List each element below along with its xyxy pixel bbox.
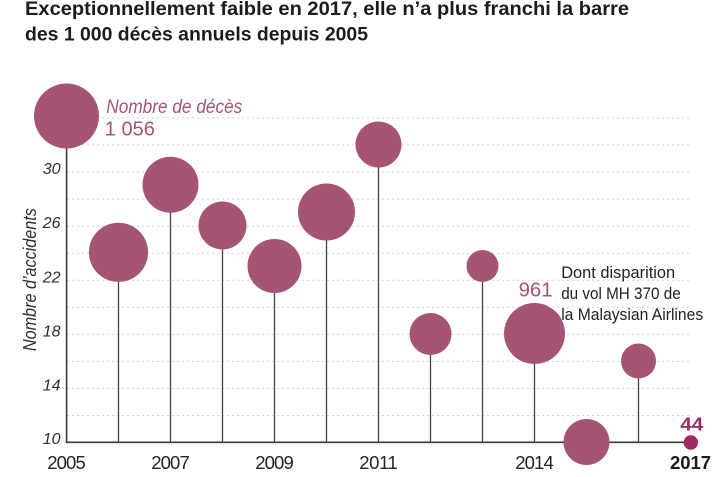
svg-text:2011: 2011 (359, 452, 398, 473)
svg-text:44: 44 (680, 414, 704, 435)
svg-text:la Malaysian Airlines: la Malaysian Airlines (561, 305, 703, 324)
svg-text:Nombre de décès: Nombre de décès (106, 96, 242, 118)
svg-text:du vol MH 370 de: du vol MH 370 de (561, 284, 681, 303)
svg-text:2017: 2017 (670, 452, 711, 473)
svg-text:961: 961 (519, 280, 553, 302)
svg-text:1 056: 1 056 (105, 118, 155, 140)
svg-text:2005: 2005 (47, 452, 86, 473)
svg-text:10: 10 (43, 431, 61, 448)
svg-text:18: 18 (43, 323, 61, 340)
svg-text:2007: 2007 (151, 452, 190, 473)
svg-text:22: 22 (42, 269, 61, 286)
svg-text:2014: 2014 (515, 452, 554, 473)
svg-text:2009: 2009 (255, 452, 294, 473)
svg-text:Dont disparition: Dont disparition (561, 263, 675, 282)
svg-text:Nombre d’accidents: Nombre d’accidents (19, 208, 40, 351)
svg-text:14: 14 (43, 378, 61, 395)
svg-text:30: 30 (43, 161, 61, 178)
svg-text:Exceptionnellement faible en 2: Exceptionnellement faible en 2017, elle … (25, 0, 629, 20)
svg-text:des 1 000 décès annuels depuis: des 1 000 décès annuels depuis 2005 (25, 25, 368, 46)
svg-text:26: 26 (42, 215, 61, 232)
